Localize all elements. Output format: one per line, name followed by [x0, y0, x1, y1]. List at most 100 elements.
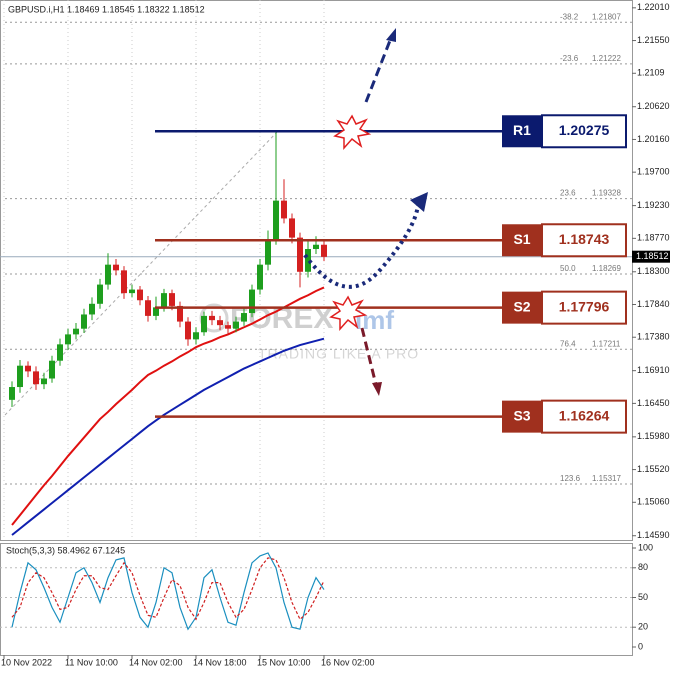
candle-body: [193, 332, 199, 340]
level-value: 1.16264: [559, 407, 610, 423]
x-tick-label: 11 Nov 10:00: [65, 657, 118, 667]
y-tick-label: 1.18770: [637, 233, 670, 243]
candle-body: [65, 334, 71, 345]
candle-body: [9, 387, 15, 400]
candle-body: [281, 200, 287, 219]
y-tick-label: 1.16910: [637, 365, 670, 375]
candle-body: [41, 378, 47, 385]
candle-body: [257, 264, 263, 290]
y-tick-label: 1.22010: [637, 2, 670, 12]
fib-price: 1.15317: [592, 474, 621, 483]
burst: [333, 114, 372, 150]
y-tick-label: 1.2109: [637, 68, 665, 78]
x-tick-label: 14 Nov 18:00: [193, 657, 247, 667]
y-tick-label: 1.17380: [637, 332, 670, 342]
watermark-tagline: TRADING LIKE A PRO: [258, 346, 419, 362]
candle-body: [265, 239, 271, 265]
candle-body: [297, 237, 303, 272]
candle-body: [169, 293, 175, 306]
candle-body: [201, 315, 207, 333]
candle-body: [73, 328, 79, 335]
moving-average: [11, 286, 325, 526]
candle-body: [225, 325, 231, 329]
candle-body: [153, 307, 159, 316]
y-tick-label: 50: [638, 592, 648, 602]
arrow-up: [364, 37, 393, 103]
candle-body: [241, 313, 247, 322]
candle-body: [49, 360, 55, 379]
level-label: S1: [513, 231, 530, 247]
y-tick-label: 1.14590: [637, 530, 670, 540]
candle-body: [305, 249, 311, 272]
candle-body: [137, 289, 143, 301]
level-tag: [502, 224, 542, 257]
candle-body: [233, 321, 239, 329]
level-label: R1: [513, 122, 531, 138]
candle-body: [209, 315, 215, 321]
level-label: S3: [513, 407, 530, 423]
candle-body: [185, 321, 191, 340]
current-price-box: [632, 250, 670, 263]
y-tick-label: 100: [638, 542, 653, 552]
y-tick-label: 20: [638, 622, 648, 632]
fib-price: 1.21222: [592, 54, 621, 63]
candle-body: [273, 200, 279, 240]
x-tick-label: 10 Nov 2022: [1, 657, 52, 667]
fib-ratio: 23.6: [560, 189, 576, 198]
candle-body: [25, 365, 31, 372]
candle-body: [129, 289, 135, 294]
chart-title: GBPUSD.i,H1 1.18469 1.18545 1.18322 1.18…: [8, 4, 205, 14]
y-tick-label: 1.20620: [637, 101, 670, 111]
y-tick-label: 0: [638, 641, 643, 651]
moving-average: [11, 337, 325, 536]
level-box: [541, 290, 627, 325]
x-tick-label: 14 Nov 02:00: [129, 657, 183, 667]
y-tick-label: 80: [638, 562, 648, 572]
candle-body: [97, 284, 103, 304]
stoch-line: [11, 557, 325, 621]
candle-body: [313, 244, 319, 250]
current-price-label: 1.18512: [636, 251, 669, 261]
fib-price: 1.17211: [592, 339, 621, 348]
arrow-curve: [303, 204, 420, 289]
candle-body: [57, 344, 63, 361]
candle-body: [217, 320, 223, 326]
candle-body: [161, 293, 167, 308]
arrow-head: [410, 192, 428, 212]
fib-ratio: 76.4: [560, 339, 576, 348]
y-tick-label: 1.18300: [637, 266, 670, 276]
level-label: S2: [513, 298, 530, 314]
projection-arrows: [303, 28, 428, 396]
x-tick-label: 15 Nov 10:00: [257, 657, 311, 667]
y-tick-label: 1.21550: [637, 35, 670, 45]
burst: [329, 295, 368, 331]
watermark-suffix: imf: [355, 305, 394, 335]
candle-body: [177, 305, 183, 322]
candle-body: [17, 365, 23, 388]
y-tick-label: 1.17840: [637, 299, 670, 309]
y-tick-label: 1.15980: [637, 431, 670, 441]
fib-price: 1.18269: [592, 264, 621, 273]
level-box: [541, 114, 627, 149]
candle-body: [121, 270, 127, 294]
stoch-title: Stoch(5,3,3) 58.4962 67.1245: [6, 545, 125, 555]
level-box: [541, 223, 627, 258]
candle-body: [105, 264, 111, 285]
level-tag: [502, 291, 542, 324]
arrow-down: [360, 327, 378, 386]
arrow-head: [386, 28, 396, 42]
level-box: [541, 399, 627, 434]
fib-ratio: 123.6: [560, 474, 581, 483]
fib-price: 1.21807: [592, 12, 621, 21]
level-value: 1.18743: [559, 231, 610, 247]
stoch-line: [11, 552, 325, 631]
level-tag: [502, 115, 542, 148]
stoch-panel: [0, 543, 633, 656]
y-tick-label: 1.15060: [637, 497, 670, 507]
candle-body: [145, 300, 151, 316]
fib-ratio: -23.6: [560, 54, 579, 63]
y-tick-label: 1.19230: [637, 200, 670, 210]
fib-ratio: 50.0: [560, 264, 576, 273]
